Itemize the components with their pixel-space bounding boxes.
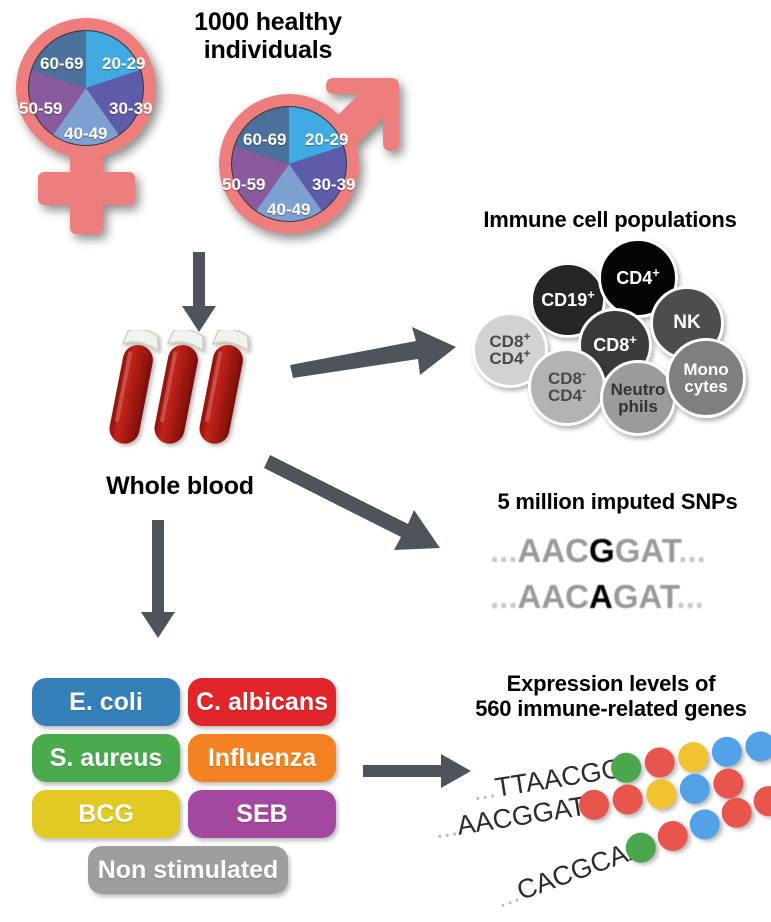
- immune-cells-title: Immune cell populations: [483, 207, 737, 232]
- arrow-down-cohort-to-blood: [178, 252, 220, 334]
- cell-sup-cd4: +: [652, 264, 660, 280]
- male-age-pie: [232, 107, 346, 221]
- snp-suffix-2: ...: [676, 578, 704, 615]
- cohort-title-line2: individuals: [203, 36, 333, 65]
- cell-label-neutro-line1: Neutro: [610, 379, 666, 399]
- cell-sup-cd8cd4-1: +: [523, 328, 531, 343]
- snp-highlight-2: A: [589, 578, 613, 615]
- rna-bead: [685, 805, 724, 844]
- rna-bead: [749, 781, 771, 821]
- stimulus-label: C. albicans: [196, 687, 328, 716]
- expression-title-line1: Expression levels of: [506, 671, 716, 696]
- cell-label-mono-line2: cytes: [684, 377, 728, 396]
- rna-bead: [743, 729, 771, 764]
- expression-title-line2: 560 immune-related genes: [475, 695, 747, 721]
- snp-post-1: GAT: [614, 532, 679, 569]
- arrow-blood-to-immune-cells: [288, 327, 458, 378]
- immune-cell-cluster: CD19+ CD4+ CD8+ CD4+ CD8+ NK CD8- CD4- N…: [470, 238, 760, 436]
- cell-sup-cd8ncd4n-2: -: [581, 383, 587, 398]
- cohort-title: 1000 healthy individuals: [170, 8, 366, 65]
- snp-highlight-1: G: [589, 532, 615, 569]
- stimulus-s-aureus[interactable]: S. aureus: [32, 734, 180, 782]
- snp-sequence-row: ...AACGGAT...: [490, 532, 750, 570]
- female-gender-symbol: 20-29 30-39 40-49 50-59 60-69: [8, 12, 198, 242]
- stimulus-label: E. coli: [69, 687, 143, 716]
- stimulus-label: Influenza: [207, 743, 317, 772]
- rna-bead: [653, 816, 692, 856]
- snp-pre-1: AAC: [517, 532, 590, 569]
- female-age-pie: [29, 31, 143, 145]
- snp-post-2: GAT: [612, 578, 677, 615]
- cell-label-cd8cd4-line1: CD8: [489, 331, 524, 351]
- rna-strands: ...TTAACGG ...AACGGAT ...CACGCAA: [433, 729, 771, 914]
- cell-sup-cd8: +: [629, 331, 637, 347]
- stimulus-bcg[interactable]: BCG: [32, 790, 180, 838]
- cell-label-nk: NK: [673, 312, 701, 334]
- snp-sequences: ...AACGGAT... ...AACAGAT...: [490, 532, 750, 616]
- cell-label-cd8ncd4n-line2: CD4: [547, 386, 582, 405]
- cohort-title-line1: 1000 healthy: [194, 8, 342, 36]
- rna-bead: [717, 793, 756, 833]
- stimulus-label: BCG: [78, 799, 134, 828]
- rna-bead: [644, 777, 679, 812]
- cell-label-neutro-line2: phils: [618, 397, 658, 416]
- cell-label-cd8: CD8: [593, 334, 630, 355]
- stimulus-influenza[interactable]: Influenza: [188, 734, 336, 782]
- rna-bead: [610, 782, 645, 817]
- snp-suffix-1: ...: [678, 532, 706, 569]
- rna-sequence-2: ...AACGGAT: [433, 791, 589, 845]
- cell-sup-cd8cd4-2: +: [523, 346, 531, 361]
- stimulus-e-coli[interactable]: E. coli: [32, 678, 180, 726]
- arrow-down-blood-to-stimuli: [137, 520, 179, 640]
- snp-prefix-2: ...: [490, 578, 518, 615]
- cell-label-cd19: CD19: [541, 289, 588, 310]
- cell-monocytes: Mono cytes: [666, 338, 746, 418]
- cell-sup-cd19: +: [587, 286, 595, 302]
- cell-sup-cd8ncd4n-1: -: [581, 365, 587, 380]
- cell-label-cd4: CD4: [616, 267, 653, 288]
- arrow-stimuli-to-expression: [363, 752, 473, 792]
- snps-title: 5 million imputed SNPs: [497, 489, 738, 514]
- stimulus-non-stimulated[interactable]: Non stimulated: [88, 846, 288, 894]
- snp-sequence-row: ...AACAGAT...: [490, 578, 750, 616]
- whole-blood-label: Whole blood: [106, 472, 254, 500]
- arrow-blood-to-snps: [264, 452, 448, 557]
- cell-label-cd8cd4-line2: CD4: [489, 349, 524, 368]
- snp-prefix-1: ...: [490, 532, 518, 569]
- stimuli-panel: E. coli C. albicans S. aureus Influenza …: [32, 678, 342, 894]
- expression-title: Expression levels of 560 immune-related …: [455, 671, 767, 722]
- snp-pre-2: AAC: [517, 578, 590, 615]
- stimulus-label: SEB: [236, 799, 288, 828]
- cell-neutrophils: Neutro phils: [600, 360, 676, 436]
- blood-tubes: [105, 328, 255, 465]
- cell-cd8-negative-cd4-negative: CD8- CD4-: [528, 348, 606, 426]
- stimulus-label: Non stimulated: [97, 855, 279, 884]
- cell-label-mono-line1: Mono: [683, 359, 729, 379]
- stimulus-label: S. aureus: [49, 743, 163, 772]
- stimulus-seb[interactable]: SEB: [188, 790, 336, 838]
- cell-label-cd8ncd4n-line1: CD8: [547, 368, 582, 388]
- stimulus-c-albicans[interactable]: C. albicans: [188, 678, 336, 726]
- male-gender-symbol: 20-29 30-39 40-49 50-59 60-69: [205, 28, 435, 253]
